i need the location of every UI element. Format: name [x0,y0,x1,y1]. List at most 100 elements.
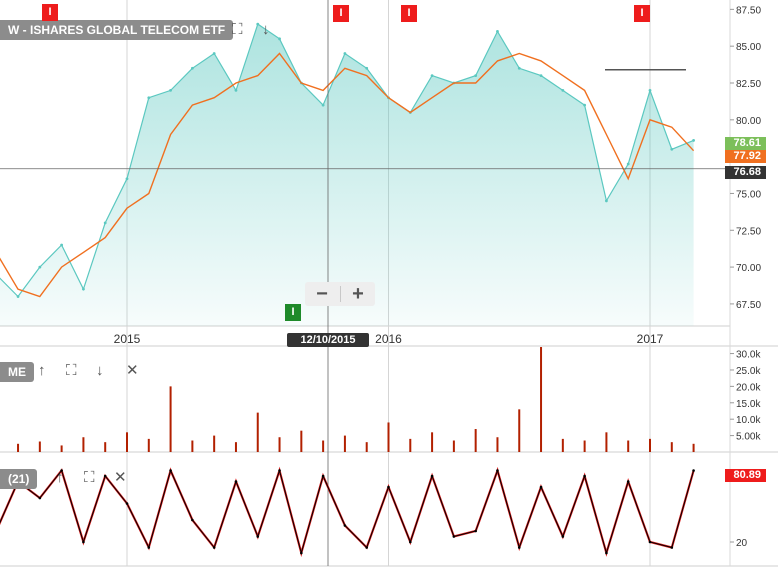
price-point [212,52,216,55]
moving-average-label: 77.92 [725,150,766,163]
event-marker[interactable]: I [634,5,650,22]
close-icon[interactable]: ✕ [126,362,139,379]
price-point [430,74,434,78]
y-tick-label: 25.0k [736,366,761,377]
x-tick-label: 2016 [375,332,402,346]
price-point [278,37,281,41]
volume-bar [583,440,586,452]
price-point [125,177,129,181]
oscillator-point [103,474,107,478]
oscillator-point [670,546,674,549]
volume-bar [147,438,150,452]
price-point [605,199,608,203]
y-tick-label: 75.00 [736,189,761,200]
volume-panel-title: ME [0,362,34,382]
y-tick-label: 67.50 [736,300,761,311]
price-point [648,88,652,92]
oscillator-point [517,546,521,549]
arrow-up-icon[interactable]: ↑ [56,469,64,486]
oscillator-point [300,551,303,555]
oscillator-point [38,496,42,500]
volume-bar [409,438,412,452]
event-marker[interactable]: I [401,5,417,22]
event-marker[interactable]: I [333,5,349,22]
price-point [670,147,674,151]
fullscreen-icon[interactable]: ⛶ [84,469,95,486]
price-point [343,52,347,55]
oscillator-point [452,535,456,538]
oscillator-point [539,485,543,489]
volume-bar [518,409,521,452]
volume-bar [452,440,455,452]
volume-bar [256,412,259,452]
zoom-in-button[interactable]: + [352,283,364,305]
close-icon[interactable]: ✕ [114,469,127,486]
oscillator-point [147,546,151,549]
y-tick-label: 70.00 [736,263,761,274]
oscillator-point [82,540,85,544]
event-marker[interactable]: I [42,4,58,21]
price-point [60,243,64,247]
volume-bar [82,437,85,452]
volume-bar [561,438,564,452]
price-point [234,88,238,92]
volume-bar [387,422,390,452]
volume-bar [649,438,651,452]
volume-bar [300,430,303,452]
oscillator-point [234,480,238,483]
event-marker[interactable]: I [285,304,301,321]
volume-bar [38,441,41,452]
volume-bar [343,435,346,452]
price-point [692,139,695,142]
price-point [626,162,630,166]
last-price-label: 78.61 [725,137,766,150]
price-point [517,66,521,70]
oscillator-point [125,502,129,505]
oscillator-point [474,529,477,533]
oscillator-point [561,535,565,538]
oscillator-point [343,524,347,527]
arrow-down-icon[interactable]: ↓ [96,362,104,379]
fullscreen-icon[interactable]: ⛶ [232,21,243,38]
oscillator-point [169,469,172,472]
arrow-down-icon[interactable]: ↓ [262,21,270,38]
volume-bar [431,432,434,452]
main-chart-title: W - ISHARES GLOBAL TELECOM ETF [0,20,234,40]
volume-bar [496,437,499,452]
price-point [583,103,587,107]
volume-bar [234,442,237,452]
volume-bar [692,443,695,452]
price-point [103,221,107,225]
y-tick-label: 10.0k [736,415,761,426]
price-point [147,96,151,100]
y-tick-label: 80.00 [736,116,761,127]
oscillator-point [256,535,260,538]
y-tick-label: 87.50 [736,5,761,16]
oscillator-point [321,474,325,478]
volume-bar [322,440,325,452]
oscillator-point [191,518,194,522]
price-point [16,295,20,298]
price-point [496,30,499,33]
zoom-divider [340,286,341,302]
oscillator-point [583,474,586,478]
zoom-out-button[interactable]: − [316,283,328,305]
oscillator-point [648,540,652,544]
price-point [321,103,325,107]
price-point [169,88,172,92]
y-tick-label: 20.0k [736,382,761,393]
crosshair-date-label: 12/10/2015 [287,333,369,347]
volume-bar [60,445,63,452]
oscillator-point [365,546,369,549]
volume-bar [169,386,172,452]
volume-bar [126,432,128,452]
volume-bar [213,435,216,452]
fullscreen-icon[interactable]: ⛶ [66,362,77,379]
oscillator-point [626,480,630,483]
arrow-up-icon[interactable]: ↑ [38,362,46,379]
volume-bar [365,442,368,452]
volume-bar [627,440,630,452]
crosshair-price-label: 76.68 [725,166,766,179]
price-area [0,24,694,326]
